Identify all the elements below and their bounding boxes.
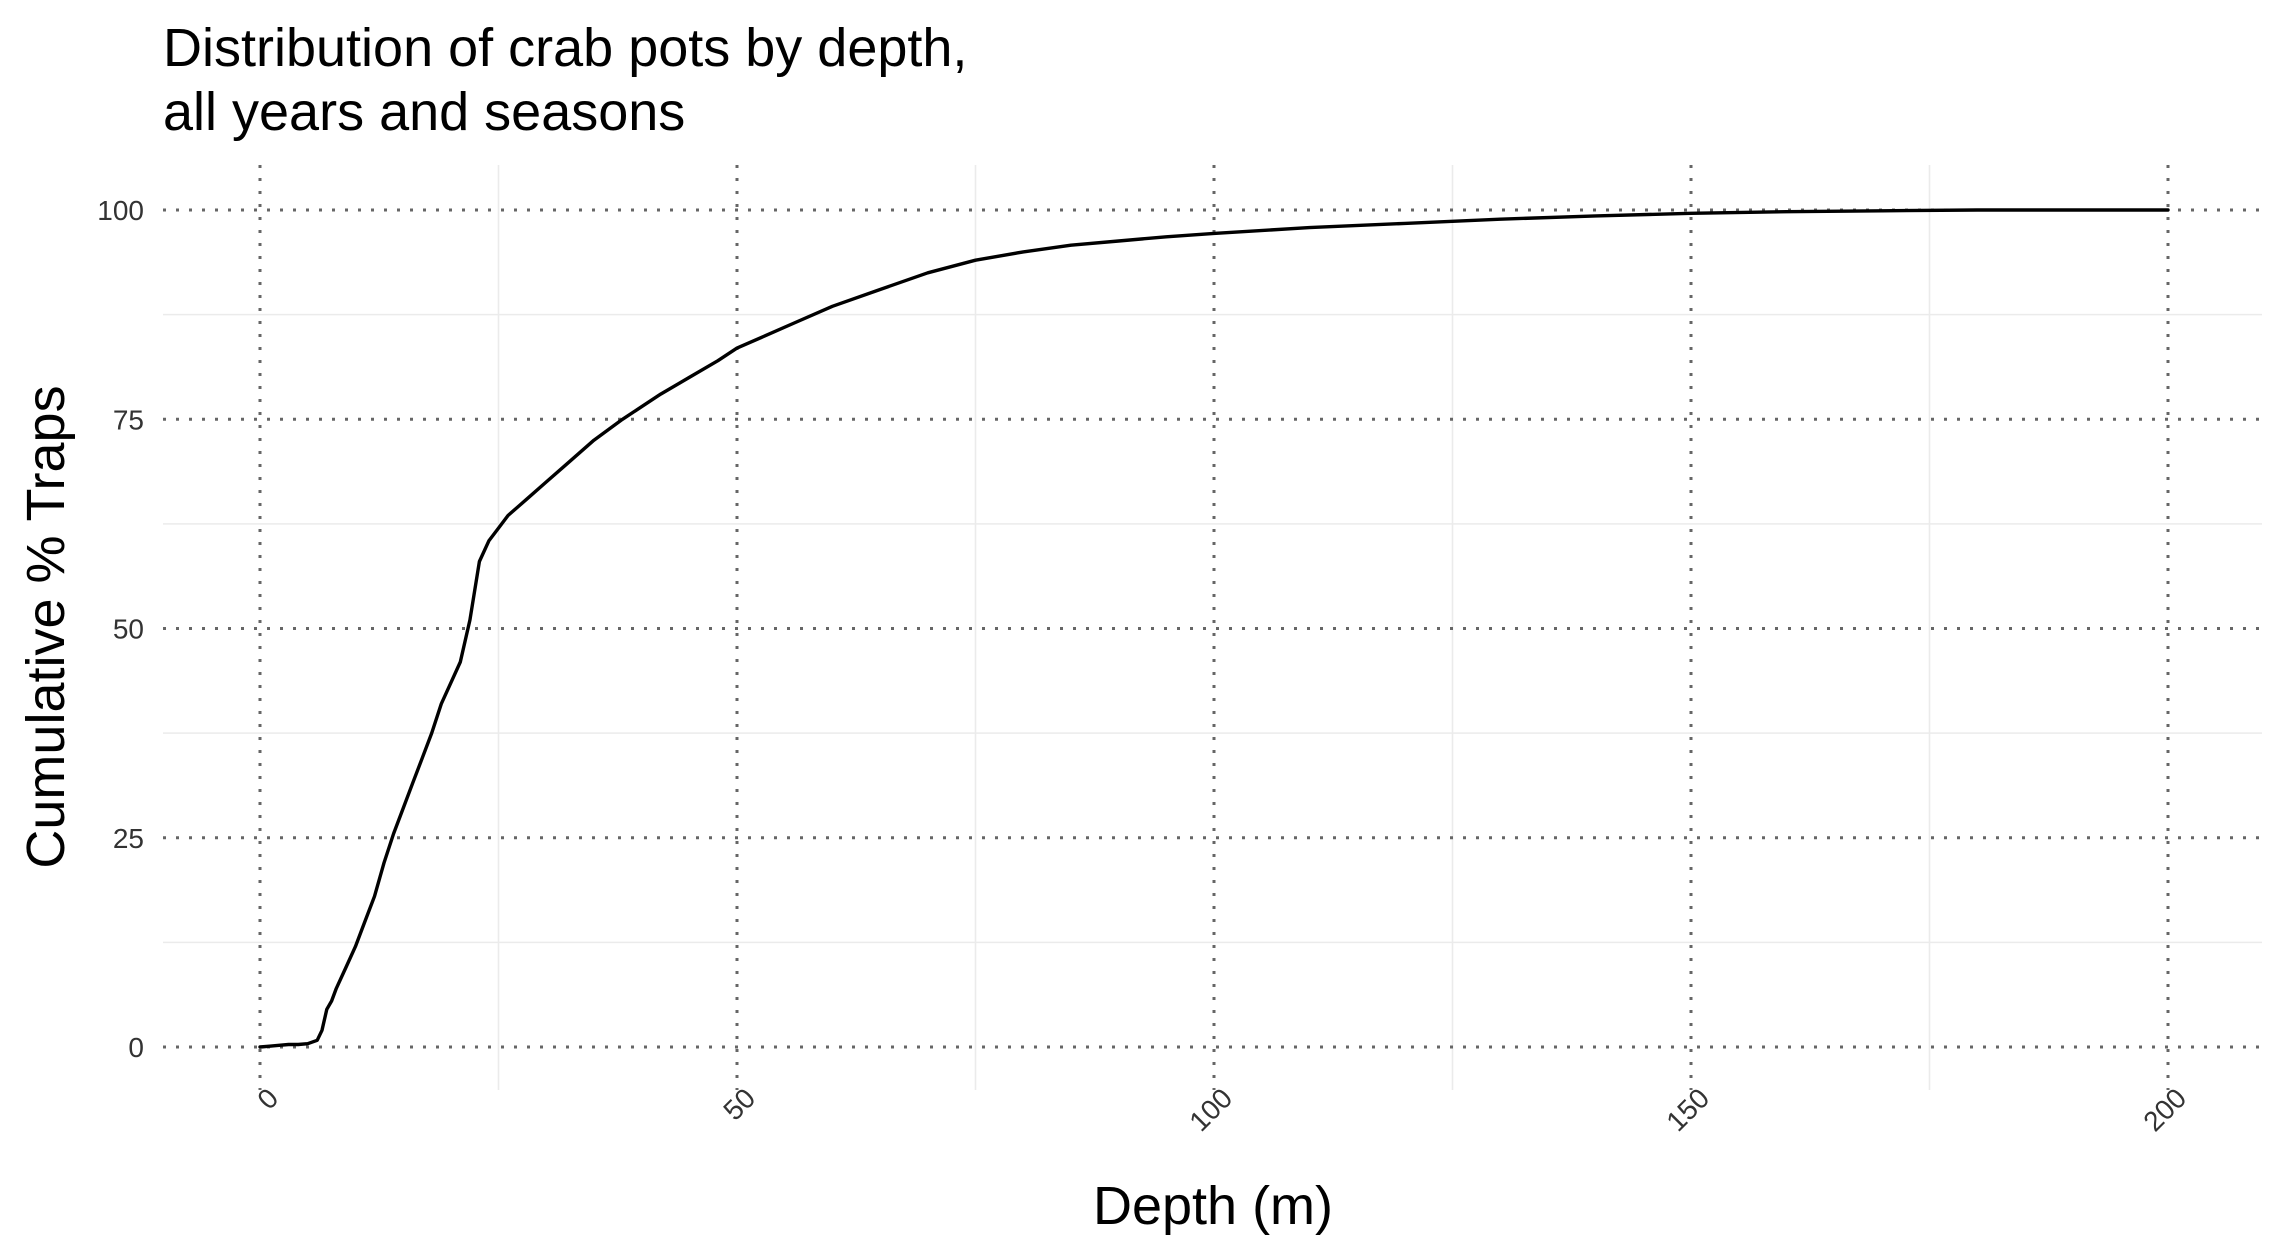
y-tick-label: 25: [113, 823, 144, 854]
y-tick-label: 0: [128, 1032, 144, 1063]
series-line: [258, 208, 2170, 1049]
y-tick-label: 75: [113, 404, 144, 435]
tick-labels: 0 50 100 150 200 0 25 50 75 100: [97, 195, 2192, 1137]
y-axis-title: Cumulative % Traps: [16, 385, 76, 868]
y-tick-label: 50: [113, 614, 144, 645]
chart-title-line-2: all years and seasons: [163, 82, 685, 142]
x-tick-label: 200: [2137, 1082, 2192, 1137]
x-axis-title: Depth (m): [1093, 1176, 1333, 1236]
chart-title-line-1: Distribution of crab pots by depth,: [163, 18, 967, 78]
x-tick-label: 150: [1660, 1082, 1715, 1137]
x-tick-label: 50: [717, 1082, 761, 1126]
major-gridlines: [163, 165, 2262, 1090]
x-tick-label: 0: [251, 1082, 284, 1115]
minor-gridlines: [163, 165, 2262, 1090]
x-tick-label: 100: [1183, 1082, 1238, 1137]
series-layer: [258, 208, 2170, 1049]
y-tick-label: 100: [97, 195, 144, 226]
